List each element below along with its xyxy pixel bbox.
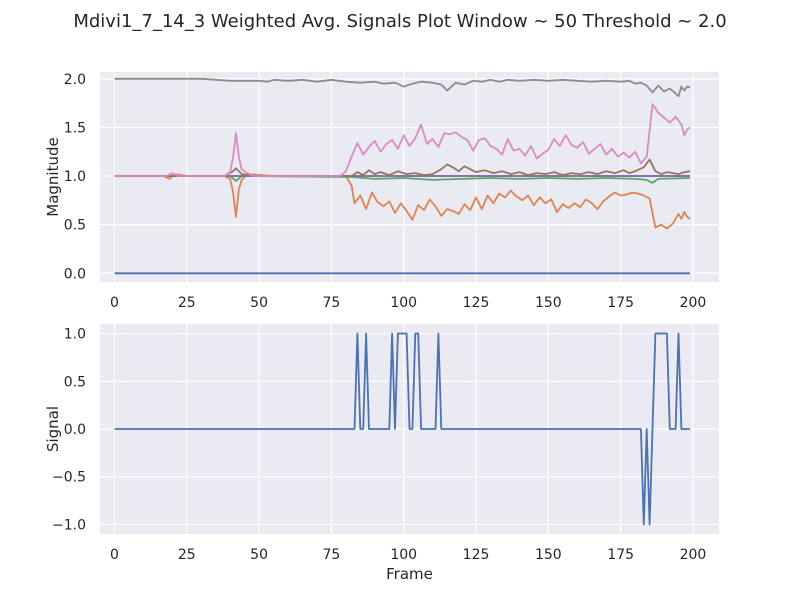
- series-line-5: [114, 158, 691, 177]
- y-tick-label: 1.0: [64, 327, 86, 343]
- series-line-7: [114, 77, 691, 98]
- x-tick-label: 175: [607, 295, 634, 311]
- x-tick-label: 125: [463, 547, 490, 563]
- x-tick-label: 0: [110, 547, 119, 563]
- x-tick-label: 50: [250, 547, 268, 563]
- x-tick-label: 200: [680, 547, 707, 563]
- series-line-0: [114, 332, 691, 526]
- x-tick-label: 0: [110, 295, 119, 311]
- figure-title: Mdivi1_7_14_3 Weighted Avg. Signals Plot…: [73, 11, 726, 32]
- y-tick-label: 0.0: [64, 422, 86, 438]
- y-tick-label: −1.0: [52, 517, 86, 533]
- x-tick-label: 25: [178, 295, 196, 311]
- x-tick-label: 150: [535, 295, 562, 311]
- y-tick-label: 0.0: [64, 266, 86, 282]
- y-tick-label: −0.5: [52, 470, 86, 486]
- plot-area: [100, 72, 719, 282]
- x-tick-label: 200: [680, 295, 707, 311]
- bottom-chart: 0 25 50 75 100 125 150 175 200 −1.0 −0.5 0.0 0.5 1.0 S…: [44, 324, 719, 583]
- series-line-6: [114, 103, 691, 177]
- y-axis-label: Magnitude: [44, 137, 62, 216]
- x-tick-label: 100: [390, 547, 417, 563]
- y-tick-label: 1.5: [64, 120, 86, 136]
- y-tick-label: 0.5: [64, 374, 86, 390]
- y-axis-label: Signal: [44, 406, 62, 452]
- x-tick-label: 100: [390, 295, 417, 311]
- y-tick-label: 1.0: [64, 169, 86, 185]
- y-tick-label: 0.5: [64, 218, 86, 234]
- x-tick-label: 125: [463, 295, 490, 311]
- y-tick-label: 2.0: [64, 72, 86, 88]
- x-tick-label: 50: [250, 295, 268, 311]
- x-tick-label: 75: [322, 547, 340, 563]
- x-tick-label: 150: [535, 547, 562, 563]
- x-tick-label: 175: [607, 547, 634, 563]
- x-tick-label: 75: [322, 295, 340, 311]
- x-tick-label: 25: [178, 547, 196, 563]
- x-axis-label: Frame: [386, 565, 433, 583]
- top-chart: 0 25 50 75 100 125 150 175 200 0.0 0.5 1.0 1.5 2.0 Mag…: [44, 72, 719, 311]
